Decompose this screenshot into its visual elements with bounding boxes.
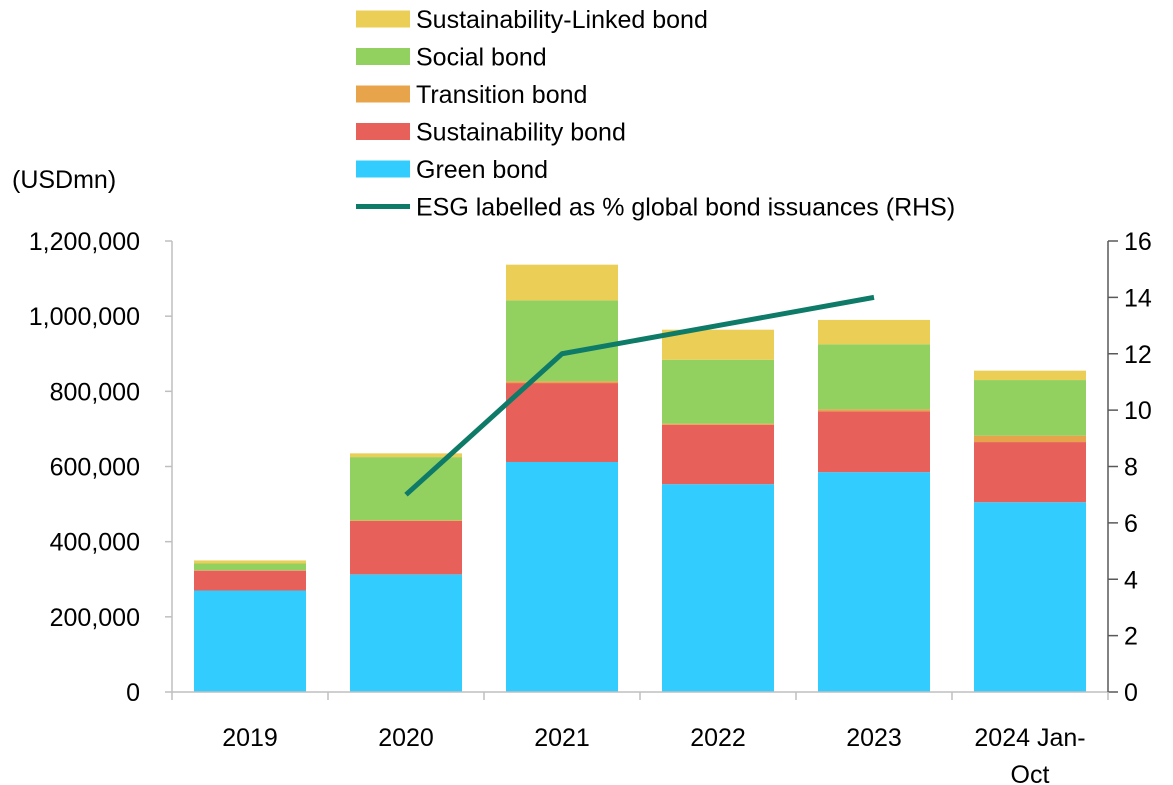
bar-green-bond-2023 (818, 472, 930, 692)
right-tick-label: 12 (1124, 341, 1152, 369)
bar-green-bond-2020 (350, 574, 462, 692)
bar-sustainability-linked-bond-2021 (506, 264, 618, 301)
right-tick-label: 6 (1124, 510, 1138, 538)
bar-green-bond-2021 (506, 461, 618, 692)
line-esg-labelled-as-global-bond-issuances-rhs (404, 294, 875, 497)
legend: Sustainability-Linked bond Social bond Tra… (356, 6, 955, 222)
line-layer (404, 294, 875, 497)
bar-social-bond-2023 (818, 344, 930, 410)
right-tick-label: 10 (1124, 397, 1152, 425)
bar-sustainability-linked-bond-2024-jan-oct (974, 370, 1086, 381)
legend-swatch-green-bond (356, 160, 410, 178)
bar-sustainability-linked-bond-2020 (350, 453, 462, 458)
bar-sustainability-bond-2019 (194, 570, 306, 591)
bar-green-bond-2019 (194, 590, 306, 692)
bar-transition-bond-2021 (506, 381, 618, 384)
bar-social-bond-2019 (194, 563, 306, 571)
left-tick-label: 1,200,000 (29, 228, 140, 256)
bar-sustainability-linked-bond-2019 (194, 560, 306, 564)
left-tick-label: 1,000,000 (29, 303, 140, 331)
x-tick-label-2024-jan-oct: 2024 Jan-Oct (974, 724, 1085, 785)
right-tick-label: 16 (1124, 228, 1152, 256)
bar-social-bond-2020 (350, 457, 462, 521)
bar-social-bond-2022 (662, 359, 774, 424)
legend-label-green-bond: Green bond (416, 156, 548, 184)
right-tick-label: 14 (1124, 284, 1152, 312)
left-tick-label: 400,000 (50, 529, 140, 557)
x-tick-label-2022: 2022 (690, 724, 746, 752)
right-tick-label: 4 (1124, 566, 1138, 594)
left-axis-unit-label: (USDmn) (12, 166, 116, 194)
legend-swatch-sustainability-linked-bond (356, 10, 410, 28)
bar-sustainability-bond-2023 (818, 411, 930, 473)
bar-transition-bond-2024-jan-oct (974, 435, 1086, 443)
bar-green-bond-2022 (662, 484, 774, 692)
right-tick-label: 2 (1124, 623, 1138, 651)
bar-sustainability-bond-2022 (662, 424, 774, 485)
bar-social-bond-2024-jan-oct (974, 380, 1086, 436)
bars (194, 264, 1086, 692)
left-tick-label: 800,000 (50, 378, 140, 406)
x-tick-label-2021: 2021 (534, 724, 590, 752)
bar-sustainability-bond-2021 (506, 383, 618, 462)
legend-label-social-bond: Social bond (416, 44, 547, 72)
right-tick-label: 8 (1124, 454, 1138, 482)
axes: 0 200,000 400,000 600,000 800,000 1,000,000 1,… (29, 228, 1152, 785)
legend-swatch-transition-bond (356, 85, 410, 103)
bar-transition-bond-2023 (818, 409, 930, 412)
bar-social-bond-2021 (506, 300, 618, 382)
legend-label-sustainability-linked-bond: Sustainability-Linked bond (416, 6, 708, 34)
left-tick-label: 600,000 (50, 454, 140, 482)
legend-label-sustainability-bond: Sustainability bond (416, 119, 626, 147)
bar-sustainability-bond-2024-jan-oct (974, 442, 1086, 503)
bar-transition-bond-2022 (662, 423, 774, 425)
x-tick-label-2023: 2023 (846, 724, 902, 752)
bar-sustainability-bond-2020 (350, 520, 462, 575)
legend-swatch-sustainability-bond (356, 123, 410, 140)
right-tick-label: 0 (1124, 679, 1138, 707)
bar-green-bond-2024-jan-oct (974, 502, 1086, 692)
legend-label-transition-bond: Transition bond (416, 81, 587, 109)
left-tick-label: 0 (126, 679, 140, 707)
bar-transition-bond-2020 (350, 520, 462, 521)
legend-swatch-social-bond (356, 48, 410, 65)
x-tick-label-2019: 2019 (222, 724, 278, 752)
bar-sustainability-linked-bond-2023 (818, 319, 930, 345)
legend-label-esg-labelled-as-global-bond-issuances-rhs: ESG labelled as % global bond issuances … (416, 194, 955, 222)
left-tick-label: 200,000 (50, 604, 140, 632)
x-tick-label-2020: 2020 (378, 724, 434, 752)
